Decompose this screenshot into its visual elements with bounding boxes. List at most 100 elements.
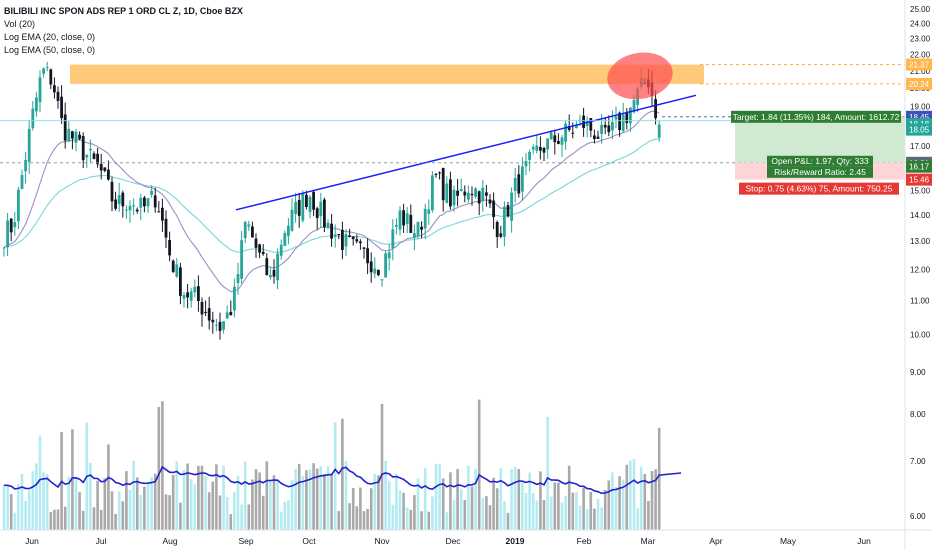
candle[interactable] bbox=[474, 186, 477, 199]
candle[interactable] bbox=[186, 284, 189, 309]
candle[interactable] bbox=[9, 218, 13, 242]
target-zone-box[interactable] bbox=[735, 116, 905, 163]
ascending-trendline[interactable] bbox=[235, 94, 697, 211]
candle[interactable] bbox=[243, 220, 247, 244]
candle[interactable] bbox=[182, 292, 186, 308]
candle[interactable] bbox=[146, 198, 150, 214]
candle[interactable] bbox=[539, 136, 542, 160]
candle[interactable] bbox=[251, 221, 254, 238]
candle[interactable] bbox=[42, 67, 45, 78]
candle[interactable] bbox=[621, 103, 625, 133]
candle[interactable] bbox=[13, 211, 17, 236]
candle[interactable] bbox=[305, 190, 308, 210]
candle[interactable] bbox=[85, 154, 89, 168]
candle[interactable] bbox=[470, 186, 474, 206]
candle[interactable] bbox=[125, 205, 128, 219]
candle[interactable] bbox=[31, 100, 35, 131]
candle[interactable] bbox=[218, 312, 222, 340]
candle[interactable] bbox=[150, 185, 153, 198]
candle[interactable] bbox=[431, 171, 434, 213]
candle[interactable] bbox=[297, 192, 301, 228]
candle[interactable] bbox=[495, 220, 499, 248]
candle[interactable] bbox=[384, 250, 387, 278]
candle[interactable] bbox=[233, 278, 236, 318]
candle[interactable] bbox=[179, 262, 182, 305]
candle[interactable] bbox=[17, 186, 20, 230]
candle[interactable] bbox=[222, 321, 225, 334]
candle[interactable] bbox=[323, 197, 326, 232]
candle[interactable] bbox=[341, 221, 344, 260]
candle[interactable] bbox=[373, 257, 377, 279]
candle[interactable] bbox=[204, 300, 207, 317]
candle[interactable] bbox=[78, 131, 81, 141]
candle[interactable] bbox=[499, 225, 503, 239]
candle[interactable] bbox=[53, 77, 56, 99]
candle[interactable] bbox=[258, 243, 261, 259]
price-tag-label[interactable]: 18.45 bbox=[909, 113, 930, 122]
candle[interactable] bbox=[449, 171, 452, 210]
candle[interactable] bbox=[269, 266, 272, 280]
candle[interactable] bbox=[560, 134, 564, 157]
candle[interactable] bbox=[463, 185, 467, 203]
candle[interactable] bbox=[553, 129, 557, 155]
candle[interactable] bbox=[571, 122, 575, 139]
candle[interactable] bbox=[236, 262, 240, 295]
candle[interactable] bbox=[362, 247, 366, 259]
candle[interactable] bbox=[132, 198, 135, 215]
candle[interactable] bbox=[197, 275, 200, 312]
candle[interactable] bbox=[143, 195, 146, 213]
candle[interactable] bbox=[521, 157, 524, 201]
open-pl-label[interactable]: Open P&L: 1.97, Qty: 333 bbox=[771, 156, 869, 166]
candle[interactable] bbox=[564, 120, 567, 150]
candle[interactable] bbox=[207, 296, 211, 330]
candle[interactable] bbox=[477, 190, 481, 216]
candle[interactable] bbox=[24, 151, 27, 184]
candle[interactable] bbox=[157, 201, 161, 213]
legend-ema50[interactable]: Log EMA (50, close, 0) bbox=[4, 45, 96, 55]
candle[interactable] bbox=[441, 167, 445, 212]
candle[interactable] bbox=[215, 318, 218, 332]
candle[interactable] bbox=[344, 228, 348, 257]
risk-reward-label[interactable]: Risk/Reward Ratio: 2.45 bbox=[774, 167, 866, 177]
candle[interactable] bbox=[488, 194, 492, 209]
candle[interactable] bbox=[405, 206, 409, 234]
candle[interactable] bbox=[96, 147, 99, 168]
candle[interactable] bbox=[200, 297, 204, 327]
candle[interactable] bbox=[485, 184, 488, 207]
candle[interactable] bbox=[2, 247, 6, 257]
price-tag-label[interactable]: 21.37 bbox=[909, 61, 930, 70]
candle[interactable] bbox=[366, 238, 369, 275]
price-tag-label[interactable]: 15.46 bbox=[909, 176, 930, 185]
candle[interactable] bbox=[290, 198, 294, 232]
candle[interactable] bbox=[189, 287, 193, 308]
price-tag-label[interactable]: 20.24 bbox=[909, 80, 930, 89]
candle[interactable] bbox=[531, 144, 535, 155]
candle[interactable] bbox=[542, 146, 546, 162]
target-label[interactable]: Target: 1.84 (11.35%) 184, Amount: 1612.… bbox=[733, 112, 900, 122]
price-tag-label[interactable]: 16.17 bbox=[909, 163, 930, 172]
candle[interactable] bbox=[276, 248, 279, 290]
candle[interactable] bbox=[60, 85, 63, 124]
candle[interactable] bbox=[528, 149, 531, 172]
candle[interactable] bbox=[409, 204, 413, 234]
candle[interactable] bbox=[596, 130, 600, 140]
candle[interactable] bbox=[391, 219, 395, 261]
candle[interactable] bbox=[139, 193, 143, 221]
candle[interactable] bbox=[337, 234, 341, 240]
candle[interactable] bbox=[171, 259, 175, 274]
candle[interactable] bbox=[355, 234, 359, 244]
candle[interactable] bbox=[481, 179, 485, 212]
candle[interactable] bbox=[211, 311, 215, 334]
candle[interactable] bbox=[503, 201, 506, 247]
candle[interactable] bbox=[175, 258, 179, 279]
candle[interactable] bbox=[301, 190, 305, 223]
candle[interactable] bbox=[71, 130, 74, 150]
candle[interactable] bbox=[330, 213, 333, 247]
candle[interactable] bbox=[153, 187, 157, 213]
candle[interactable] bbox=[168, 231, 171, 262]
candle[interactable] bbox=[535, 135, 539, 154]
candle[interactable] bbox=[377, 269, 380, 277]
candle[interactable] bbox=[546, 138, 549, 159]
candle[interactable] bbox=[63, 102, 67, 149]
